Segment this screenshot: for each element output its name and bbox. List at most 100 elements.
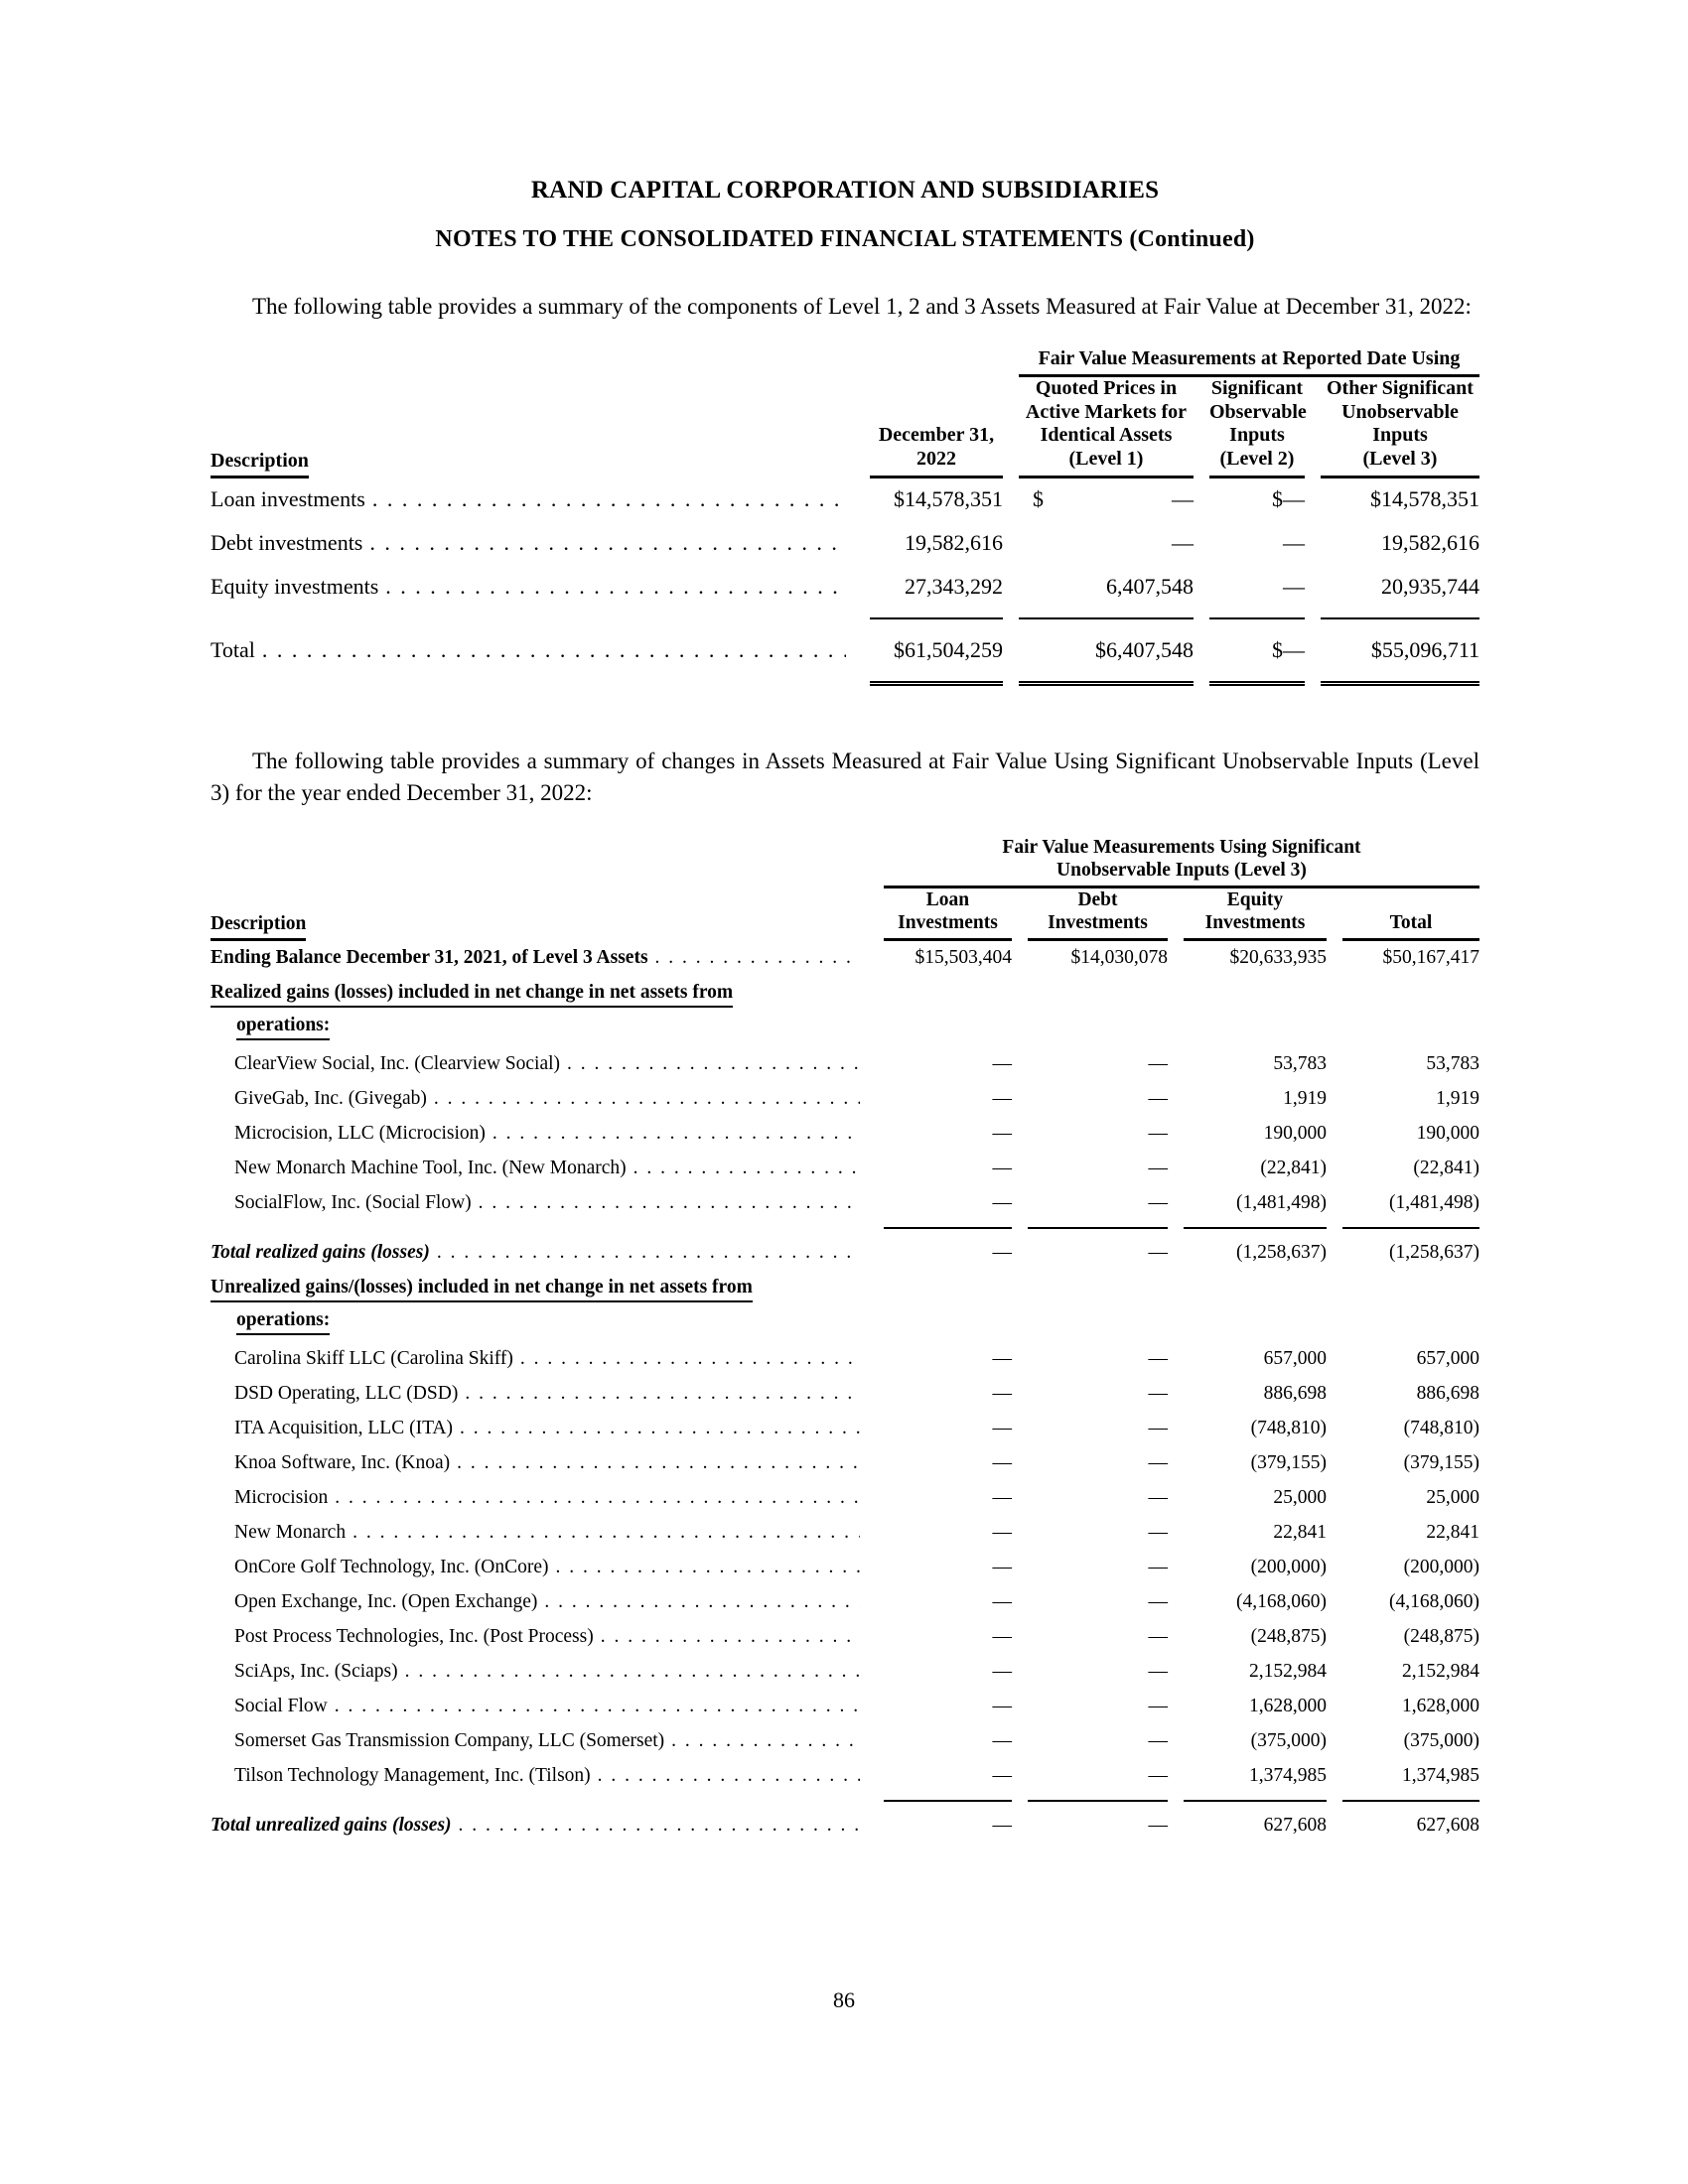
dot-leader bbox=[671, 1730, 860, 1752]
section-row: Realized gains (losses) included in net … bbox=[211, 976, 1479, 1047]
section-heading-line2: operations: bbox=[236, 1309, 331, 1335]
dot-leader bbox=[556, 1557, 860, 1578]
cell-loan: — bbox=[992, 1764, 1012, 1786]
row-label: Microcision, LLC (Microcision) bbox=[234, 1122, 486, 1144]
double-underline bbox=[1208, 680, 1305, 686]
table-row: Total unrealized gains (losses) — — 627,608… bbox=[211, 1809, 1479, 1843]
cell-dec31: 19,582,616 bbox=[904, 529, 1003, 555]
row-label: Open Exchange, Inc. (Open Exchange) bbox=[234, 1590, 538, 1612]
table2-header-row: Description Loan Investments Debt Invest… bbox=[211, 888, 1479, 941]
cell-loan: — bbox=[992, 1521, 1012, 1543]
cell-equity: 1,374,985 bbox=[1248, 1764, 1327, 1786]
cell-dec31: $61,504,259 bbox=[893, 636, 1003, 662]
section-heading-line1: Unrealized gains/(losses) included in ne… bbox=[211, 1277, 753, 1302]
single-underline bbox=[1027, 1226, 1168, 1229]
table-row: Total $61,504,259 $6,407,548 $— $55,096,711 bbox=[211, 629, 1479, 673]
section-heading-line1: Realized gains (losses) included in net … bbox=[211, 982, 734, 1008]
cell-level1: $6,407,548 bbox=[1094, 636, 1194, 662]
cell-level3: $55,096,711 bbox=[1370, 636, 1479, 662]
cell-total: 657,000 bbox=[1416, 1347, 1479, 1369]
cell-debt: — bbox=[1148, 1729, 1168, 1751]
dot-leader bbox=[598, 1765, 860, 1787]
cell-level2: $— bbox=[1271, 485, 1305, 511]
dot-leader bbox=[437, 1242, 860, 1264]
cell-total: 2,152,984 bbox=[1402, 1660, 1479, 1682]
cell-loan: — bbox=[992, 1122, 1012, 1144]
cell-total: (200,000) bbox=[1403, 1556, 1479, 1577]
cell-equity: (22,841) bbox=[1260, 1157, 1327, 1178]
cell-debt: — bbox=[1148, 1451, 1168, 1473]
dot-leader bbox=[352, 1522, 860, 1544]
table-row: Total realized gains (losses) — — (1,258,63… bbox=[211, 1236, 1479, 1271]
dot-leader bbox=[372, 486, 846, 512]
row-label: Carolina Skiff LLC (Carolina Skiff) bbox=[234, 1347, 513, 1369]
table2-spanner-heading: Fair Value Measurements Using Significan… bbox=[883, 836, 1479, 888]
table2-spanner-row: Fair Value Measurements Using Significan… bbox=[211, 836, 1479, 888]
cell-debt: — bbox=[1148, 1764, 1168, 1786]
single-underline bbox=[1341, 1226, 1479, 1229]
cell-equity: 2,152,984 bbox=[1248, 1660, 1327, 1682]
cell-loan: — bbox=[992, 1347, 1012, 1369]
table1-spanner-row: Fair Value Measurements at Reported Date… bbox=[211, 347, 1479, 378]
cell-total: $50,167,417 bbox=[1382, 946, 1480, 968]
page-number: 86 bbox=[833, 1987, 855, 2012]
cell-loan: — bbox=[992, 1660, 1012, 1682]
row-label: Total unrealized gains (losses) bbox=[211, 1814, 452, 1836]
cell-level3: $14,578,351 bbox=[1370, 485, 1479, 511]
table-row: Carolina Skiff LLC (Carolina Skiff) — — 657… bbox=[211, 1342, 1479, 1377]
row-label: New Monarch bbox=[234, 1521, 347, 1543]
table1-spanner-heading: Fair Value Measurements at Reported Date… bbox=[1018, 347, 1479, 378]
cell-total: 1,919 bbox=[1436, 1087, 1479, 1109]
table-row: Debt investments 19,582,616 — — 19,582,616 bbox=[211, 522, 1479, 566]
cell-debt: — bbox=[1148, 1556, 1168, 1577]
table-row: Tilson Technology Management, Inc. (Tils… bbox=[211, 1759, 1479, 1794]
cell-loan: — bbox=[992, 1241, 1012, 1263]
cell-debt: — bbox=[1148, 1122, 1168, 1144]
dot-leader bbox=[460, 1418, 860, 1439]
table-row: New Monarch Machine Tool, Inc. (New Mona… bbox=[211, 1152, 1479, 1186]
cell-debt: — bbox=[1148, 1087, 1168, 1109]
row-label: Somerset Gas Transmission Company, LLC (… bbox=[234, 1729, 665, 1751]
table1-col-dec31: December 31, 2022 bbox=[854, 377, 1003, 478]
level3-changes-table: Fair Value Measurements Using Significan… bbox=[211, 836, 1479, 1843]
dot-leader bbox=[459, 1815, 860, 1837]
single-underline bbox=[1018, 616, 1194, 619]
cell-total: 886,698 bbox=[1416, 1382, 1479, 1404]
cell-level3: 19,582,616 bbox=[1381, 529, 1479, 555]
cell-equity: (379,155) bbox=[1250, 1451, 1327, 1473]
dot-leader bbox=[335, 1696, 860, 1717]
intro-paragraph-1: The following table provides a summary o… bbox=[252, 294, 1472, 319]
row-label: New Monarch Machine Tool, Inc. (New Mona… bbox=[234, 1157, 627, 1178]
table-row: Microcision — — 25,000 25,000 bbox=[211, 1481, 1479, 1516]
row-label: GiveGab, Inc. (Givegab) bbox=[234, 1087, 427, 1109]
cell-equity: (1,258,637) bbox=[1235, 1241, 1327, 1263]
table1-col-description: Description bbox=[211, 377, 854, 478]
cell-equity: 190,000 bbox=[1263, 1122, 1327, 1144]
cell-equity: 627,608 bbox=[1263, 1814, 1327, 1836]
row-label: Knoa Software, Inc. (Knoa) bbox=[234, 1451, 451, 1473]
dot-leader bbox=[465, 1383, 860, 1405]
cell-debt: — bbox=[1148, 1417, 1168, 1438]
cell-loan: — bbox=[992, 1451, 1012, 1473]
row-label: SciAps, Inc. (Sciaps) bbox=[234, 1660, 398, 1682]
cell-loan: — bbox=[992, 1486, 1012, 1508]
cell-loan: $15,503,404 bbox=[914, 946, 1012, 968]
row-label: Ending Balance December 31, 2021, of Lev… bbox=[211, 946, 648, 968]
single-underline bbox=[1208, 616, 1305, 619]
cell-loan: — bbox=[992, 1814, 1012, 1836]
cell-equity: 1,919 bbox=[1283, 1087, 1327, 1109]
row-label: ClearView Social, Inc. (Clearview Social… bbox=[234, 1052, 561, 1074]
table-row: New Monarch — — 22,841 22,841 bbox=[211, 1516, 1479, 1551]
cell-debt: — bbox=[1148, 1695, 1168, 1716]
dot-leader bbox=[520, 1348, 860, 1370]
double-underline bbox=[869, 680, 1003, 686]
cell-debt: — bbox=[1148, 1241, 1168, 1263]
cell-equity: 22,841 bbox=[1273, 1521, 1327, 1543]
dot-leader bbox=[369, 530, 846, 556]
cell-total: (4,168,060) bbox=[1389, 1590, 1479, 1612]
cell-total: (379,155) bbox=[1403, 1451, 1479, 1473]
cell-equity: (4,168,060) bbox=[1235, 1590, 1327, 1612]
table-row: SocialFlow, Inc. (Social Flow) — — (1,481,4… bbox=[211, 1186, 1479, 1221]
cell-equity: 1,628,000 bbox=[1248, 1695, 1327, 1716]
cell-total: 1,374,985 bbox=[1402, 1764, 1479, 1786]
